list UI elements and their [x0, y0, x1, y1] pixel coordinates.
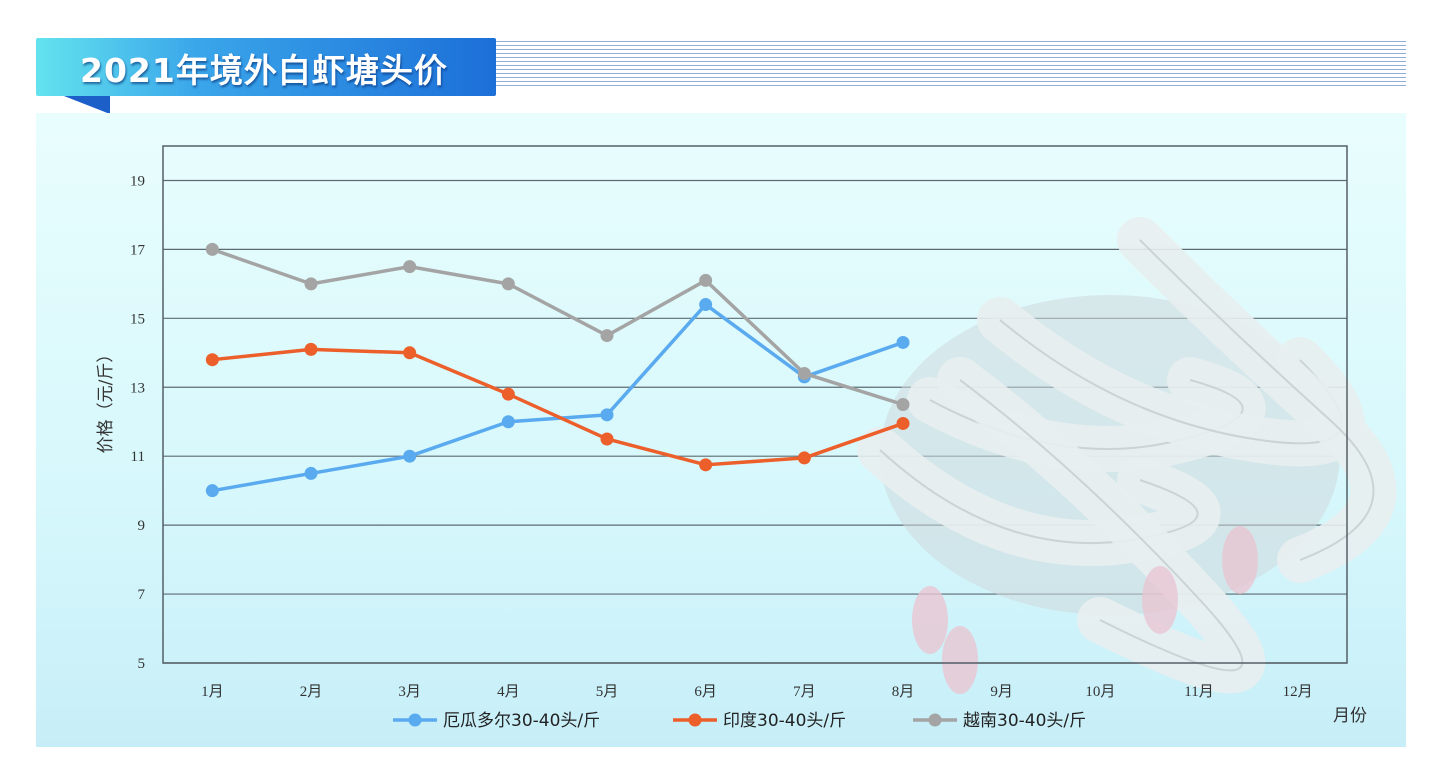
legend-swatch-marker [928, 713, 942, 727]
legend-label: 厄瓜多尔30-40头/斤 [443, 711, 600, 731]
title-banner [36, 38, 496, 96]
data-point [699, 273, 713, 287]
series-line [211, 247, 904, 407]
data-point [501, 277, 515, 291]
data-point [699, 298, 713, 312]
plot-area-frame [162, 145, 1348, 664]
x-tick-label: 11月 [1184, 684, 1213, 700]
x-tick-label: 9月 [990, 684, 1013, 700]
y-tick-label: 7 [138, 587, 146, 603]
data-point [600, 408, 614, 422]
title-banner-tail [64, 96, 110, 114]
x-tick-label: 4月 [497, 684, 520, 700]
x-axis-label: 月份 [1333, 706, 1367, 726]
legend-swatch-marker [688, 713, 702, 727]
shrimp-shape [1139, 239, 1375, 561]
data-point [797, 366, 811, 380]
data-point [304, 277, 318, 291]
data-point [600, 329, 614, 343]
data-point [205, 484, 219, 498]
data-point [501, 415, 515, 429]
legend-label: 印度30-40头/斤 [723, 711, 846, 731]
y-tick-label: 17 [130, 242, 146, 258]
x-axis-ticks: 1月 2月 3月 4月 5月 6月 7月 8月 9月 10月 11月 12月 [201, 684, 1313, 700]
shrimp-tail [912, 586, 948, 654]
data-point [600, 432, 614, 446]
data-point [403, 260, 417, 274]
shrimp-shape [959, 379, 1244, 672]
data-point [304, 466, 318, 480]
data-point [896, 416, 910, 430]
series-line [212, 302, 904, 493]
x-tick-label: 5月 [596, 684, 619, 700]
x-tick-label: 10月 [1085, 684, 1115, 700]
data-point [797, 451, 811, 465]
y-axis-label: 价格（元/斤） [96, 346, 116, 454]
y-tick-label: 5 [138, 656, 146, 672]
x-tick-label: 1月 [201, 684, 224, 700]
y-tick-label: 11 [131, 449, 145, 465]
y-axis-ticks: 5 7 9 11 13 15 17 19 [130, 173, 146, 672]
y-tick-label: 15 [130, 311, 145, 327]
y-tick-label: 19 [130, 173, 145, 189]
data-point [896, 335, 910, 349]
y-tick-label: 9 [138, 518, 146, 534]
x-tick-label: 6月 [694, 684, 717, 700]
legend-swatch-marker [408, 713, 422, 727]
series-lines [205, 242, 910, 498]
data-point [699, 458, 713, 472]
data-point [205, 353, 219, 367]
data-point [896, 398, 910, 411]
legend-label: 越南30-40头/斤 [963, 711, 1086, 731]
y-tick-label: 13 [130, 380, 145, 396]
data-point [501, 387, 515, 401]
x-tick-label: 12月 [1283, 684, 1313, 700]
data-point [403, 346, 417, 360]
legend: 厄瓜多尔30-40头/斤 印度30-40头/斤 越南30-40头/斤 [393, 711, 1086, 731]
shrimp-tail [1142, 566, 1178, 634]
page-title: 2021年境外白虾塘头价 [80, 51, 448, 90]
shrimp-tail [942, 626, 978, 694]
shrimp-photo [857, 217, 1397, 694]
series-line [212, 347, 904, 467]
data-point [403, 449, 417, 463]
x-tick-label: 2月 [300, 684, 323, 700]
header-stripes [496, 41, 1406, 89]
data-point [205, 242, 219, 256]
x-tick-label: 8月 [892, 684, 915, 700]
x-tick-label: 7月 [793, 684, 816, 700]
x-tick-label: 3月 [398, 684, 421, 700]
data-point [304, 342, 318, 356]
shrimp-tail [1222, 526, 1258, 594]
